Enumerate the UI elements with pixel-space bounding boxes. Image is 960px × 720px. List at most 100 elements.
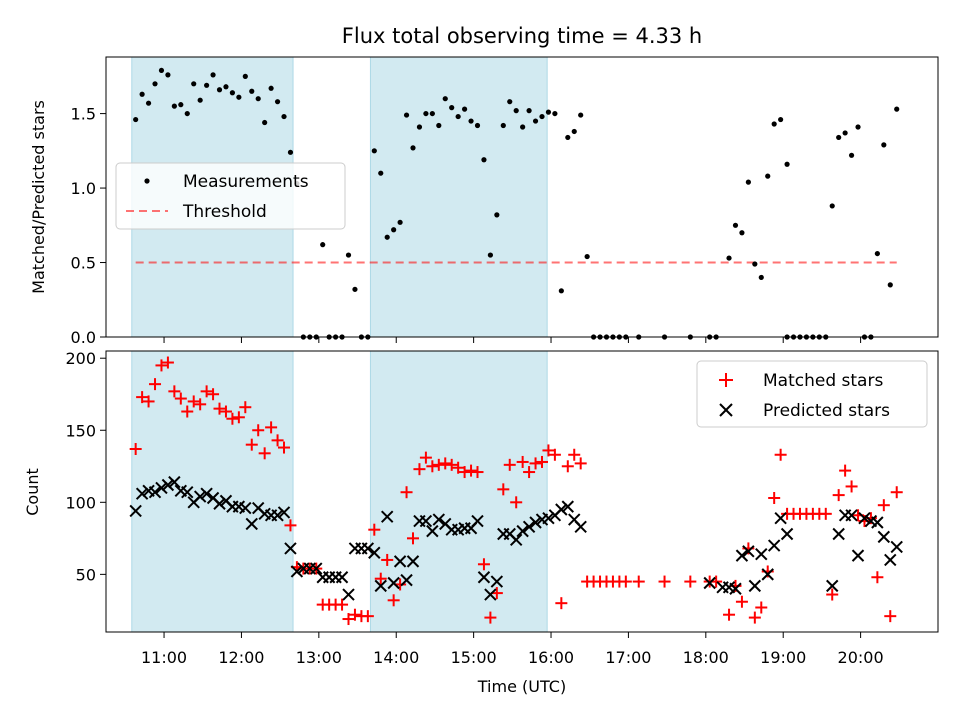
measurement-point — [236, 94, 242, 100]
x-tick-label: 16:00 — [528, 648, 574, 667]
matched-star-point — [149, 378, 162, 391]
measurement-point — [229, 90, 236, 96]
predicted-marker-b — [703, 576, 716, 590]
measurement-point — [184, 110, 190, 117]
legend-predicted-label: Predicted stars — [763, 401, 890, 421]
predicted-star-point — [419, 514, 433, 528]
measurement-point — [274, 99, 281, 105]
matched-star-point — [232, 411, 245, 424]
predicted-marker-b — [477, 571, 491, 584]
predicted-marker-b — [851, 549, 865, 562]
bottom-plot-frame — [105, 350, 939, 633]
matched-star-point — [155, 359, 168, 372]
y-tick-label: 1.5 — [71, 105, 96, 124]
measurement-point — [281, 113, 287, 120]
predicted-star-point — [490, 575, 504, 588]
y-tick-label: 150 — [65, 421, 96, 440]
matched-star-point — [200, 385, 213, 398]
predicted-star-point — [477, 571, 491, 584]
predicted-marker-b — [742, 545, 755, 558]
measurement-point — [532, 118, 539, 124]
predicted-marker-b — [219, 494, 233, 508]
matched-star-point — [174, 392, 187, 405]
predicted-marker-b — [232, 500, 246, 513]
predicted-star-point — [516, 524, 529, 538]
matched-star-point — [542, 444, 555, 457]
predicted-marker-b — [542, 511, 555, 525]
measurement-point — [197, 97, 203, 103]
predicted-star-point — [832, 527, 845, 541]
ratio-panel: 0.0 0.5 1.0 1.5 Matched/Predicted stars Mea… — [29, 56, 939, 347]
predicted-star-point — [213, 497, 226, 510]
predicted-star-point — [168, 475, 181, 489]
predicted-star-point — [245, 517, 258, 531]
matched-star-point — [484, 611, 497, 624]
matched-star-point — [477, 558, 490, 571]
matched-star-point — [181, 405, 194, 418]
measurement-point — [539, 113, 545, 120]
matched-star-point — [819, 507, 832, 520]
matched-star-point — [748, 611, 761, 624]
measurement-point — [384, 234, 390, 240]
predicted-marker-b — [239, 501, 252, 515]
predicted-star-point — [555, 503, 568, 516]
predicted-marker-b — [335, 571, 349, 584]
predicted-star-point — [335, 571, 349, 584]
matched-star-point — [258, 447, 271, 460]
measurement-point — [894, 106, 900, 112]
matched-star-point — [387, 594, 400, 607]
predicted-marker-b — [174, 484, 188, 497]
x-tick-label: 19:00 — [760, 648, 806, 667]
top-y-axis-label: Matched/Predicted stars — [29, 100, 48, 294]
predicted-marker-b — [755, 547, 768, 561]
predicted-marker-b — [561, 500, 574, 513]
predicted-marker-b — [168, 475, 181, 489]
measurement-point — [397, 219, 403, 225]
measurement-point — [571, 128, 577, 135]
matched-star-point — [839, 464, 852, 477]
measurement-point — [216, 87, 223, 93]
predicted-star-point — [742, 545, 755, 558]
predicted-marker-b — [864, 514, 878, 528]
matched-star-point — [129, 442, 142, 455]
matched-star-point — [845, 480, 858, 493]
predicted-star-point — [393, 555, 407, 568]
measurement-point — [565, 134, 571, 141]
matched-star-point — [419, 451, 432, 464]
x-tick-label: 18:00 — [683, 648, 729, 667]
measurement-point — [165, 72, 171, 78]
predicted-star-point — [239, 501, 252, 515]
top-plot-frame — [105, 56, 939, 338]
matched-star-point — [136, 391, 149, 404]
predicted-marker-b — [426, 524, 439, 538]
measurement-point — [171, 103, 177, 109]
predicted-star-point — [748, 579, 762, 593]
predicted-marker-b — [406, 555, 420, 568]
measurement-point — [500, 122, 506, 129]
measurement-point — [784, 161, 790, 167]
matched-star-point — [219, 405, 232, 418]
predicted-star-point — [135, 487, 149, 500]
measurement-point — [842, 130, 848, 136]
matched-star-point — [226, 412, 239, 425]
x-tick-label: 12:00 — [218, 648, 264, 667]
predicted-star-point — [851, 549, 865, 562]
measurement-point — [455, 113, 461, 120]
predicted-marker-b — [245, 517, 258, 531]
bottom-legend: Matched stars Predicted stars — [696, 360, 928, 428]
measurement-point — [371, 148, 377, 154]
predicted-marker-b — [374, 579, 387, 593]
matched-star-point — [555, 597, 568, 610]
measurement-point — [481, 157, 487, 163]
measurement-point — [378, 170, 384, 176]
top-legend-box — [115, 162, 346, 230]
matched-star-point — [452, 461, 465, 474]
predicted-star-point — [284, 542, 297, 555]
predicted-marker-b — [277, 506, 291, 519]
matched-star-point — [548, 448, 561, 461]
observing-interval — [369, 56, 548, 338]
predicted-star-point — [426, 524, 439, 538]
legend-matched-marker — [719, 373, 733, 387]
observing-intervals-bottom — [131, 350, 548, 633]
